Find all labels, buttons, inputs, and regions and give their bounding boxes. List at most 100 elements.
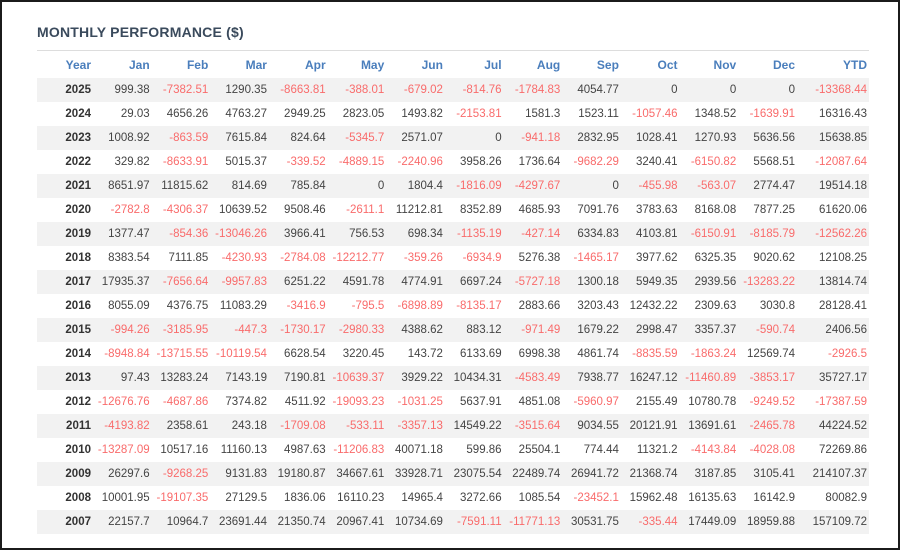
year-cell: 2016	[65, 300, 91, 312]
value-cell: -1639.91	[749, 108, 795, 120]
value-cell: -4193.82	[104, 420, 150, 432]
table-row: 2009 26297.6 -9268.25 9131.83 19180.87 34667.…	[37, 462, 869, 486]
value-cell: 774.44	[583, 444, 619, 456]
value-cell: 785.84	[290, 180, 326, 192]
value-cell: 15638.85	[819, 132, 867, 144]
value-cell: -12087.64	[815, 156, 867, 168]
table-row: 2011 -4193.82 2358.61 243.18 -1709.08 -533.11…	[37, 414, 869, 438]
value-cell: -8663.81	[280, 84, 326, 96]
value-cell: 6628.54	[284, 348, 326, 360]
value-cell: -2611.1	[346, 204, 385, 216]
value-cell: 1523.11	[578, 108, 619, 120]
value-cell: 6325.35	[694, 252, 737, 264]
value-cell: 5015.37	[225, 156, 267, 168]
value-cell: 10001.95	[101, 492, 150, 504]
value-cell: 19514.18	[819, 180, 867, 192]
value-cell: -590.74	[755, 324, 795, 336]
value-cell: 12569.74	[747, 348, 795, 360]
table-row: 2012 -12676.76 -4687.86 7374.82 4511.92 -1909…	[37, 390, 869, 414]
value-cell: -4583.49	[514, 372, 561, 384]
value-cell: 16110.23	[337, 492, 385, 504]
value-cell: 5949.35	[635, 276, 678, 288]
value-cell: -9249.52	[749, 396, 795, 408]
value-cell: -11460.89	[685, 372, 737, 384]
monthly-performance-table: Year Jan Feb Mar Apr May Jun Jul Aug Sep Oct Nov Dec…	[37, 50, 869, 534]
value-cell: 20121.91	[629, 420, 678, 432]
year-cell: 2013	[65, 372, 91, 384]
value-cell: 6334.83	[577, 228, 619, 240]
value-cell: -4230.93	[221, 252, 267, 264]
value-cell: 2309.63	[694, 300, 737, 312]
value-cell: 25504.1	[518, 444, 561, 456]
value-cell: 143.72	[407, 348, 443, 360]
value-cell: 3220.45	[342, 348, 385, 360]
value-cell: 2832.95	[577, 132, 619, 144]
value-cell: 4763.27	[225, 108, 267, 120]
year-cell: 2022	[65, 156, 91, 168]
value-cell: 1804.4	[407, 180, 443, 192]
value-cell: -6150.91	[690, 228, 737, 240]
value-cell: 3958.26	[460, 156, 502, 168]
value-cell: 0	[377, 180, 385, 192]
value-cell: 883.12	[466, 324, 502, 336]
value-cell: 3929.22	[401, 372, 443, 384]
value-cell: 33928.71	[394, 468, 443, 480]
value-cell: -3357.13	[397, 420, 443, 432]
value-cell: 8352.89	[460, 204, 502, 216]
value-cell: -3416.9	[286, 300, 326, 312]
value-cell: 3240.41	[635, 156, 678, 168]
value-cell: 26297.6	[108, 468, 150, 480]
value-cell: -447.3	[234, 324, 267, 336]
value-cell: 34667.61	[336, 468, 385, 480]
value-cell: 7374.82	[225, 396, 267, 408]
year-cell: 2024	[65, 108, 91, 120]
value-cell: -8633.91	[162, 156, 209, 168]
value-cell: 1028.41	[635, 132, 678, 144]
table-row: 2017 17935.37 -7656.64 -9957.83 6251.22 4591.…	[37, 270, 869, 294]
year-cell: 2010	[65, 444, 91, 456]
value-cell: 756.53	[349, 228, 385, 240]
table-row: 2015 -994.26 -3185.95 -447.3 -1730.17 -2980.3…	[37, 318, 869, 342]
value-cell: -1135.19	[457, 228, 502, 240]
value-cell: 1270.93	[694, 132, 737, 144]
table-header-row: Year Jan Feb Mar Apr May Jun Jul Aug Sep Oct Nov Dec…	[37, 51, 869, 79]
value-cell: 4987.63	[284, 444, 326, 456]
value-cell: 4851.08	[518, 396, 561, 408]
value-cell: 17449.09	[688, 516, 737, 528]
value-cell: 7190.81	[284, 372, 326, 384]
value-cell: 0	[671, 84, 678, 96]
value-cell: -10639.37	[332, 372, 385, 384]
value-cell: -7382.51	[162, 84, 209, 96]
column-header-may: May	[360, 58, 385, 72]
value-cell: 13814.74	[819, 276, 867, 288]
value-cell: 698.34	[407, 228, 443, 240]
value-cell: -4028.08	[749, 444, 795, 456]
table-row: 2025 999.38 -7382.51 1290.35 -8663.81 -388.01…	[37, 78, 869, 102]
value-cell: -9682.29	[573, 156, 619, 168]
year-cell: 2009	[65, 468, 91, 480]
value-cell: -1816.09	[456, 180, 502, 192]
table-row: 2019 1377.47 -854.36 -13046.26 3966.41 756.53…	[37, 222, 869, 246]
value-cell: 9508.46	[284, 204, 326, 216]
value-cell: -1863.24	[690, 348, 737, 360]
value-cell: 1085.54	[518, 492, 561, 504]
value-cell: 0	[612, 180, 619, 192]
value-cell: 13691.61	[688, 420, 737, 432]
value-cell: 12432.22	[629, 300, 678, 312]
column-header-jan: Jan	[128, 58, 150, 72]
value-cell: -863.59	[169, 132, 209, 144]
value-cell: -6934.9	[462, 252, 502, 264]
value-cell: -3853.17	[749, 372, 795, 384]
value-cell: 4388.62	[401, 324, 443, 336]
value-cell: 28128.41	[819, 300, 867, 312]
page-title: MONTHLY PERFORMANCE ($)	[37, 24, 244, 40]
value-cell: 9020.62	[753, 252, 795, 264]
value-cell: 15962.48	[629, 492, 678, 504]
value-cell: 157109.72	[812, 516, 867, 528]
value-cell: 21368.74	[629, 468, 678, 480]
value-cell: -3515.64	[514, 420, 561, 432]
value-cell: -6898.89	[397, 300, 443, 312]
value-cell: 7111.85	[168, 252, 209, 264]
value-cell: -5960.97	[573, 396, 619, 408]
table-row: 2010 -13287.09 10517.16 11160.13 4987.63 -112…	[37, 438, 869, 462]
